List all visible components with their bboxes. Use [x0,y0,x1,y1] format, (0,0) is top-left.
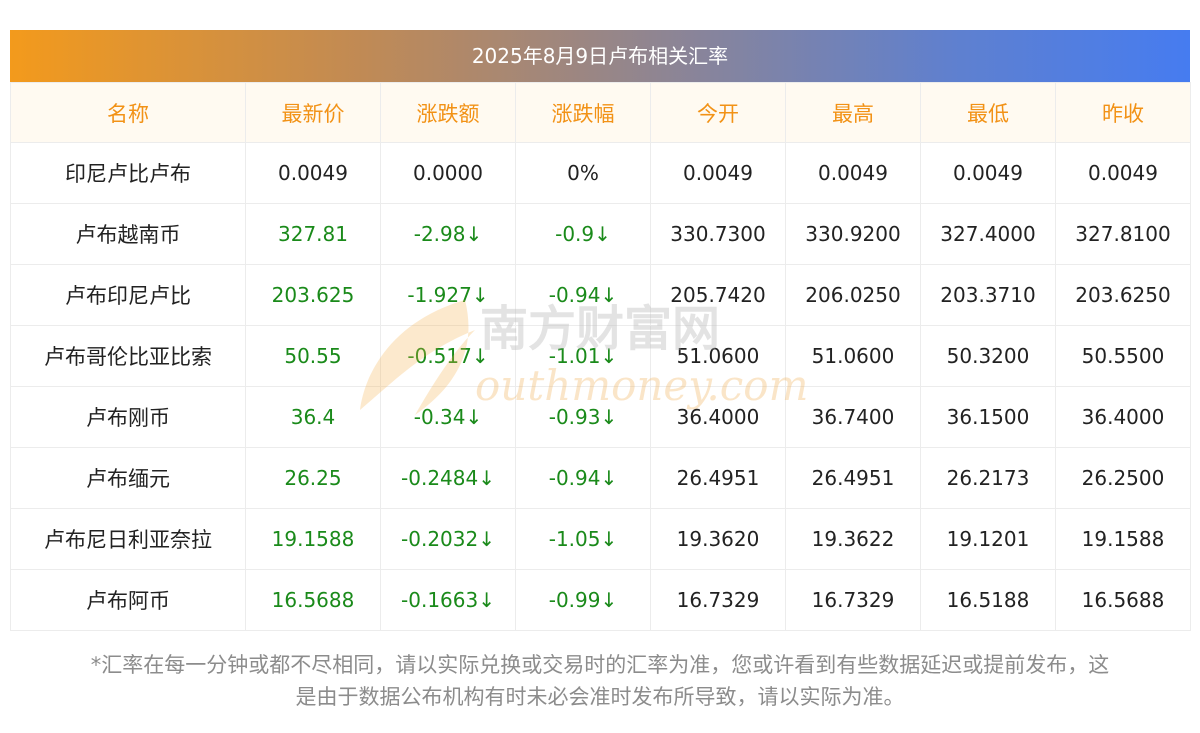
cell-high: 0.0049 [785,142,921,204]
cell-high: 26.4951 [785,447,921,509]
cell-prev-close: 203.6250 [1055,264,1191,326]
cell-prev-close: 0.0049 [1055,142,1191,204]
header-name: 名称 [10,82,246,143]
cell-change: -0.1663↓ [380,569,516,631]
cell-open: 26.4951 [650,447,786,509]
header-prev-close: 昨收 [1055,82,1191,143]
cell-high: 16.7329 [785,569,921,631]
disclaimer-line-1: *汇率在每一分钟或都不尽相同，请以实际兑换或交易时的汇率为准，您或许看到有些数据… [90,653,1110,677]
cell-change-pct: -0.94↓ [515,447,651,509]
cell-high: 206.0250 [785,264,921,326]
table-row: 卢布刚币 36.4 -0.34↓ -0.93↓ 36.4000 36.7400 36.150… [10,386,1191,448]
cell-low: 203.3710 [920,264,1056,326]
cell-change: -2.98↓ [380,203,516,265]
table-row: 卢布印尼卢比 203.625 -1.927↓ -0.94↓ 205.7420 206.02… [10,264,1191,326]
cell-low: 16.5188 [920,569,1056,631]
cell-open: 19.3620 [650,508,786,570]
cell-name: 卢布尼日利亚奈拉 [10,508,246,570]
cell-name: 印尼卢比卢布 [10,142,246,204]
cell-low: 50.3200 [920,325,1056,387]
cell-name: 卢布哥伦比亚比索 [10,325,246,387]
header-latest: 最新价 [245,82,381,143]
table-title: 2025年8月9日卢布相关汇率 [10,30,1190,82]
cell-change: -0.2032↓ [380,508,516,570]
cell-latest: 50.55 [245,325,381,387]
table-row: 卢布阿币 16.5688 -0.1663↓ -0.99↓ 16.7329 16.7329 1… [10,569,1191,631]
cell-prev-close: 327.8100 [1055,203,1191,265]
cell-open: 16.7329 [650,569,786,631]
cell-change-pct: -0.9↓ [515,203,651,265]
cell-high: 36.7400 [785,386,921,448]
cell-open: 51.0600 [650,325,786,387]
cell-open: 36.4000 [650,386,786,448]
cell-low: 19.1201 [920,508,1056,570]
cell-open: 205.7420 [650,264,786,326]
cell-prev-close: 50.5500 [1055,325,1191,387]
cell-change: 0.0000 [380,142,516,204]
cell-change: -0.34↓ [380,386,516,448]
cell-open: 0.0049 [650,142,786,204]
cell-name: 卢布越南币 [10,203,246,265]
cell-high: 330.9200 [785,203,921,265]
cell-latest: 203.625 [245,264,381,326]
cell-low: 0.0049 [920,142,1056,204]
cell-latest: 36.4 [245,386,381,448]
cell-latest: 19.1588 [245,508,381,570]
table-header-row: 名称 最新价 涨跌额 涨跌幅 今开 最高 最低 昨收 [10,82,1191,143]
header-change: 涨跌额 [380,82,516,143]
cell-open: 330.7300 [650,203,786,265]
cell-prev-close: 36.4000 [1055,386,1191,448]
table-body: 印尼卢比卢布 0.0049 0.0000 0% 0.0049 0.0049 0.0049 0.… [10,142,1191,631]
table-row: 卢布哥伦比亚比索 50.55 -0.517↓ -1.01↓ 51.0600 51.0600… [10,325,1191,387]
table-row: 卢布缅元 26.25 -0.2484↓ -0.94↓ 26.4951 26.4951 26.… [10,447,1191,509]
cell-high: 19.3622 [785,508,921,570]
cell-low: 327.4000 [920,203,1056,265]
cell-latest: 26.25 [245,447,381,509]
cell-change-pct: -1.01↓ [515,325,651,387]
cell-change-pct: -0.99↓ [515,569,651,631]
cell-change: -0.517↓ [380,325,516,387]
cell-change-pct: -0.93↓ [515,386,651,448]
cell-latest: 327.81 [245,203,381,265]
table-row: 印尼卢比卢布 0.0049 0.0000 0% 0.0049 0.0049 0.0049 0.… [10,142,1191,204]
header-open: 今开 [650,82,786,143]
cell-change: -1.927↓ [380,264,516,326]
cell-name: 卢布印尼卢比 [10,264,246,326]
cell-latest: 0.0049 [245,142,381,204]
cell-latest: 16.5688 [245,569,381,631]
rate-panel: 2025年8月9日卢布相关汇率 名称 最新价 涨跌额 涨跌幅 今开 最高 最低 … [10,30,1191,713]
cell-prev-close: 26.2500 [1055,447,1191,509]
header-high: 最高 [785,82,921,143]
table-row: 卢布越南币 327.81 -2.98↓ -0.9↓ 330.7300 330.9200 32… [10,203,1191,265]
disclaimer-note: *汇率在每一分钟或都不尽相同，请以实际兑换或交易时的汇率为准，您或许看到有些数据… [10,649,1190,713]
cell-low: 26.2173 [920,447,1056,509]
disclaimer-line-2: 是由于数据公布机构有时未必会准时发布所导致，请以实际为准。 [295,685,905,709]
header-low: 最低 [920,82,1056,143]
cell-name: 卢布刚币 [10,386,246,448]
cell-high: 51.0600 [785,325,921,387]
cell-name: 卢布阿币 [10,569,246,631]
cell-prev-close: 19.1588 [1055,508,1191,570]
cell-change-pct: 0% [515,142,651,204]
exchange-rate-table: 名称 最新价 涨跌额 涨跌幅 今开 最高 最低 昨收 印尼卢比卢布 0.0049 0… [10,82,1191,631]
cell-name: 卢布缅元 [10,447,246,509]
header-change-pct: 涨跌幅 [515,82,651,143]
cell-change-pct: -0.94↓ [515,264,651,326]
table-row: 卢布尼日利亚奈拉 19.1588 -0.2032↓ -1.05↓ 19.3620 19.3… [10,508,1191,570]
cell-low: 36.1500 [920,386,1056,448]
cell-change: -0.2484↓ [380,447,516,509]
cell-change-pct: -1.05↓ [515,508,651,570]
cell-prev-close: 16.5688 [1055,569,1191,631]
